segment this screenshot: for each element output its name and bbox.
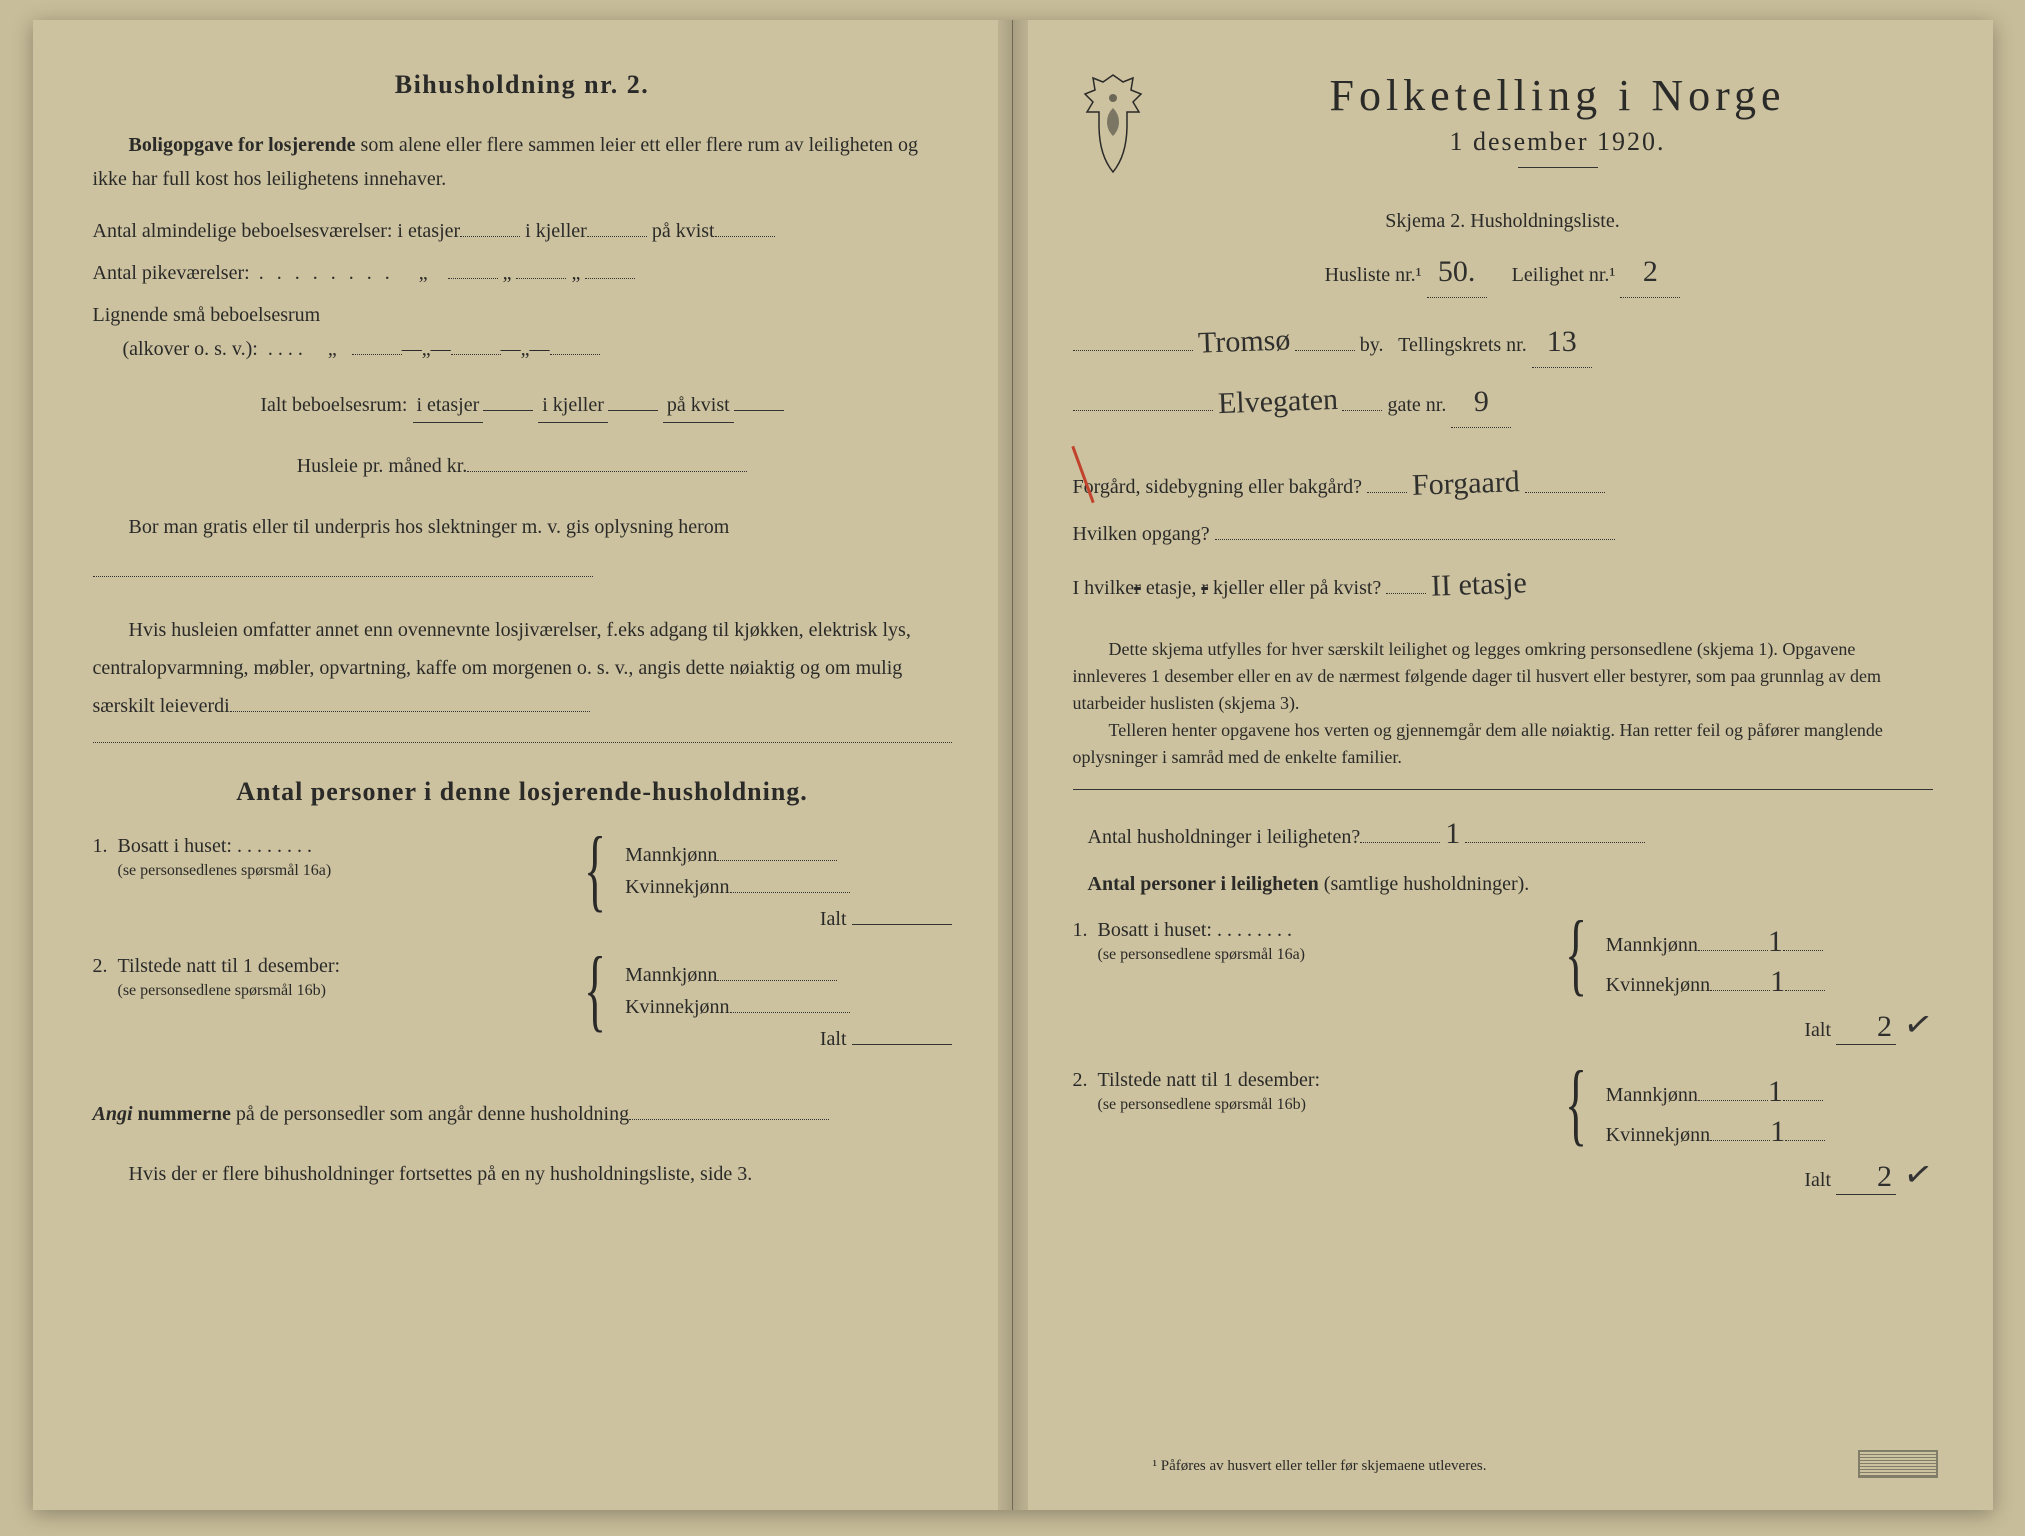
label-husleie: Husleie pr. måned kr. xyxy=(297,455,468,477)
skjema-line: Skjema 2. Husholdningsliste. xyxy=(1073,204,1933,238)
flere-note: Hvis der er flere bihusholdninger fortse… xyxy=(93,1157,952,1191)
row-lignende: Lignende små beboelsesrum (alkover o. s.… xyxy=(93,298,952,366)
krets-value: 13 xyxy=(1547,325,1577,358)
husliste-row: Husliste nr.¹ 50. Leilighet nr.¹ 2 xyxy=(1073,246,1933,298)
etasje-answer: II etasje xyxy=(1430,557,1528,611)
right-page: Folketelling i Norge 1 desember 1920. Sk… xyxy=(1013,20,1993,1510)
label-lign1: Lignende små beboelsesrum xyxy=(93,304,321,326)
checkmark-icon: ✓ xyxy=(1901,1003,1936,1047)
forgard-row: Forgård, sidebygning eller bakgård? Forg… xyxy=(1073,458,1933,509)
divider xyxy=(1073,789,1933,790)
intro-paragraph: Boligopgave for losjerende som alene ell… xyxy=(93,128,952,196)
footnote: ¹ Påføres av husvert eller teller før sk… xyxy=(1153,1458,1487,1475)
instructions-2: Telleren henter opgavene hos verten og g… xyxy=(1073,717,1933,771)
bosatt-note: (se personsedlenes spørsmål 16a) xyxy=(118,862,332,879)
main-title: Folketelling i Norge xyxy=(1183,70,1933,121)
etasje-row: I hvilker etasje, r kjeller eller på kvi… xyxy=(1073,559,1933,610)
left-page: Bihusholdning nr. 2. Boligopgave for los… xyxy=(33,20,1013,1510)
antal-hush-value: 1 xyxy=(1445,817,1460,850)
q1-mann-value: 1 xyxy=(1768,925,1783,958)
by-row: Tromsø by. Tellingskrets nr. 13 xyxy=(1073,316,1933,368)
coat-of-arms-icon xyxy=(1073,70,1153,180)
label-pike: Antal pikeværelser: xyxy=(93,262,250,284)
tilstede-note: (se personsedlene spørsmål 16b) xyxy=(118,982,326,999)
opgang-row: Hvilken opgang? xyxy=(1073,517,1933,551)
husliste-value: 50. xyxy=(1438,255,1476,288)
bosatt-label: Bosatt i huset: xyxy=(118,835,232,857)
label-ialt-beb: Ialt beboelsesrum: xyxy=(260,394,407,416)
by-value: Tromsø xyxy=(1197,314,1291,368)
left-q2: 2. Tilstede natt til 1 desember: (se per… xyxy=(93,955,952,1057)
q2-mann-value: 1 xyxy=(1768,1075,1783,1108)
row-pike: Antal pikeværelser: „ „ „ xyxy=(93,256,952,290)
row-almindelige: Antal almindelige beboelsesværelser: i e… xyxy=(93,214,952,248)
instructions-1: Dette skjema utfylles for hver særskilt … xyxy=(1073,636,1933,717)
antal-pers-title-row: Antal personer i leiligheten (samtlige h… xyxy=(1073,867,1933,901)
left-q1: 1. Bosatt i huset: . . . . . . . . (se p… xyxy=(93,835,952,937)
q1-kvinne-value: 1 xyxy=(1770,965,1785,998)
omfatter-paragraph: Hvis husleien omfatter annet enn ovennev… xyxy=(93,611,952,725)
date-subtitle: 1 desember 1920. xyxy=(1183,127,1933,157)
q2-kvinne-value: 1 xyxy=(1770,1115,1785,1148)
label-lign2: (alkover o. s. v.): xyxy=(123,338,258,360)
gratis-paragraph: Bor man gratis eller til underpris hos s… xyxy=(93,505,952,593)
q1-ialt-value: 2 xyxy=(1877,1010,1892,1043)
loc-kvist: på kvist xyxy=(652,220,715,242)
forgard-answer: Forgaard xyxy=(1411,456,1520,511)
left-title: Bihusholdning nr. 2. xyxy=(93,70,952,100)
gate-row: Elvegaten gate nr. 9 xyxy=(1073,376,1933,428)
left-section2-title: Antal personer i denne losjerende-hushol… xyxy=(93,777,952,807)
archive-stamp-icon xyxy=(1858,1450,1938,1478)
loc-kjeller: i kjeller xyxy=(525,220,587,242)
label-alm: Antal almindelige beboelsesværelser: xyxy=(93,220,393,242)
gate-nr-value: 9 xyxy=(1474,385,1489,418)
checkmark-icon-2: ✓ xyxy=(1901,1153,1936,1197)
loc-etasjer: i etasjer xyxy=(397,220,460,242)
right-header: Folketelling i Norge 1 desember 1920. xyxy=(1073,70,1933,184)
right-q2: 2. Tilstede natt til 1 desember: (se per… xyxy=(1073,1069,1933,1201)
document-spread: Bihusholdning nr. 2. Boligopgave for los… xyxy=(33,20,1993,1510)
row-ialt-beboelse: Ialt beboelsesrum: i etasjer i kjeller p… xyxy=(93,388,952,423)
antal-hush-row: Antal husholdninger i leiligheten? 1 xyxy=(1073,808,1933,859)
intro-bold: Boligopgave for losjerende xyxy=(129,134,356,156)
gate-value: Elvegaten xyxy=(1217,374,1339,429)
leilighet-value: 2 xyxy=(1643,255,1658,288)
angi-row: Angi nummerne på de personsedler som ang… xyxy=(93,1097,952,1131)
right-q1: 1. Bosatt i huset: . . . . . . . . (se p… xyxy=(1073,919,1933,1051)
q2-ialt-value: 2 xyxy=(1877,1160,1892,1193)
row-husleie: Husleie pr. måned kr. xyxy=(93,449,952,483)
tilstede-label: Tilstede natt til 1 desember: xyxy=(118,955,341,977)
